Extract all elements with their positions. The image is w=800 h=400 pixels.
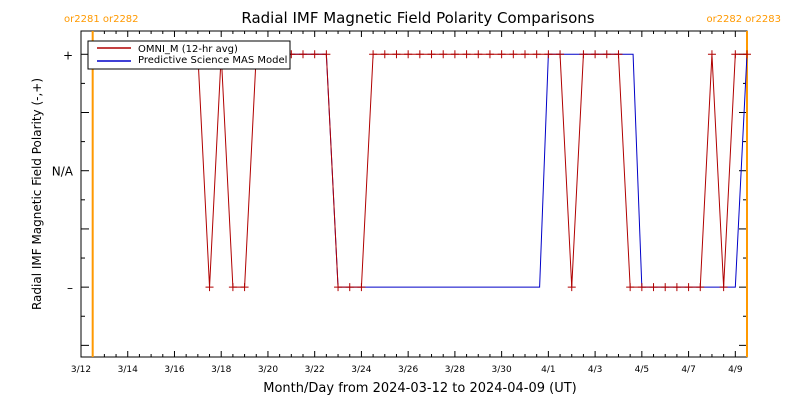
y-axis: + N/A –	[52, 48, 747, 346]
y-tick-label: N/A	[52, 165, 74, 179]
data-point	[427, 50, 436, 59]
data-point	[591, 50, 600, 59]
data-point	[707, 50, 716, 59]
data-point	[672, 283, 681, 292]
data-point	[696, 283, 705, 292]
data-point	[439, 50, 448, 59]
data-point	[380, 50, 389, 59]
data-point	[462, 50, 471, 59]
data-point	[497, 50, 506, 59]
x-tick-label: 4/5	[635, 365, 649, 375]
legend: OMNI_M (12-hr avg) Predictive Science MA…	[87, 40, 291, 70]
x-tick-label: 3/14	[118, 365, 138, 375]
carrington-label: or2282 or2283	[706, 14, 781, 25]
y-tick-label: +	[63, 48, 73, 62]
x-tick-label: 3/26	[398, 365, 418, 375]
data-point	[310, 50, 319, 59]
data-point	[544, 50, 553, 59]
data-point	[392, 50, 401, 59]
data-point	[661, 283, 670, 292]
x-tick-label: 3/20	[258, 365, 278, 375]
data-point	[322, 50, 331, 59]
data-point	[334, 283, 343, 292]
data-point	[637, 283, 646, 292]
data-point	[719, 283, 728, 292]
data-point	[345, 283, 354, 292]
data-point	[684, 283, 693, 292]
data-point	[567, 283, 576, 292]
data-point	[521, 50, 529, 59]
x-tick-label: 3/12	[71, 365, 91, 375]
data-point	[485, 50, 494, 59]
data-point	[532, 50, 541, 59]
x-tick-label: 3/16	[164, 365, 184, 375]
data-point	[228, 283, 237, 292]
data-point	[404, 50, 413, 59]
data-point	[614, 50, 623, 59]
x-tick-label: 3/28	[445, 365, 465, 375]
x-tick-label: 4/7	[681, 365, 695, 375]
x-tick-label: 3/30	[492, 365, 512, 375]
data-point	[731, 50, 740, 59]
x-tick-label: 3/18	[211, 365, 231, 375]
y-tick-label: –	[67, 281, 73, 295]
x-tick-label: 3/24	[351, 365, 371, 375]
x-axis-label: Month/Day from 2024-03-12 to 2024-04-09 …	[263, 381, 576, 396]
y-axis-label: Radial IMF Magnetic Field Polarity (-,+)	[30, 78, 44, 310]
x-tick-label: 4/1	[541, 365, 555, 375]
data-point	[299, 50, 307, 59]
data-point	[205, 283, 214, 292]
carrington-rotation-markers: or2281 or2282 or2282 or2283	[64, 14, 781, 357]
data-point	[509, 50, 518, 59]
data-point	[415, 50, 424, 59]
x-tick-label: 4/9	[728, 365, 743, 375]
data-point	[474, 50, 483, 59]
data-point	[626, 283, 635, 292]
x-tick-label: 4/3	[588, 365, 602, 375]
data-point	[579, 50, 588, 59]
legend-box	[87, 40, 291, 70]
data-point	[369, 50, 378, 59]
data-point	[240, 283, 249, 292]
data-point	[649, 283, 658, 292]
data-point	[450, 50, 459, 59]
data-point	[602, 50, 611, 59]
data-point	[556, 50, 565, 59]
carrington-label: or2281 or2282	[64, 14, 139, 25]
x-tick-label: 3/22	[305, 365, 325, 375]
legend-label-mas: Predictive Science MAS Model	[138, 55, 287, 66]
chart-title: Radial IMF Magnetic Field Polarity Compa…	[241, 9, 594, 27]
data-point	[357, 283, 366, 292]
legend-label-omni: OMNI_M (12-hr avg)	[138, 44, 238, 55]
data-point	[743, 50, 751, 59]
